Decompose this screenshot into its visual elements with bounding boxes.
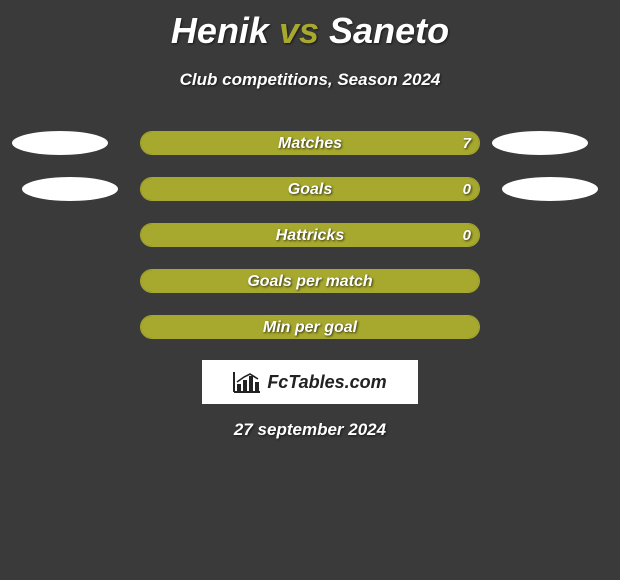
- stat-row-goals-per-match: Goals per match: [0, 268, 620, 294]
- stat-label-goals-per-match: Goals per match: [141, 270, 479, 292]
- logo-box: FcTables.com: [202, 360, 418, 404]
- ellipse-right-matches: [492, 131, 588, 155]
- player2-name: Saneto: [329, 10, 449, 51]
- subtitle: Club competitions, Season 2024: [0, 70, 620, 90]
- stat-label-hattricks: Hattricks: [141, 224, 479, 246]
- stat-value-right-matches: 7: [463, 132, 471, 154]
- stat-row-matches: Matches7: [0, 130, 620, 156]
- stat-label-matches: Matches: [141, 132, 479, 154]
- ellipse-right-goals: [502, 177, 598, 201]
- stat-value-right-hattricks: 0: [463, 224, 471, 246]
- stat-pill-min-per-goal: Min per goal: [140, 315, 480, 339]
- comparison-chart: Matches7Goals0Hattricks0Goals per matchM…: [0, 130, 620, 340]
- ellipse-left-goals: [22, 177, 118, 201]
- stat-pill-goals: Goals0: [140, 177, 480, 201]
- page-title: Henik vs Saneto: [0, 0, 620, 52]
- stat-row-goals: Goals0: [0, 176, 620, 202]
- stat-pill-goals-per-match: Goals per match: [140, 269, 480, 293]
- stat-row-hattricks: Hattricks0: [0, 222, 620, 248]
- vs-separator: vs: [279, 10, 319, 51]
- bar-chart-icon: [233, 371, 261, 393]
- player1-name: Henik: [171, 10, 269, 51]
- date-line: 27 september 2024: [0, 420, 620, 440]
- stat-row-min-per-goal: Min per goal: [0, 314, 620, 340]
- stat-label-goals: Goals: [141, 178, 479, 200]
- stat-pill-matches: Matches7: [140, 131, 480, 155]
- stat-pill-hattricks: Hattricks0: [140, 223, 480, 247]
- ellipse-left-matches: [12, 131, 108, 155]
- logo-text: FcTables.com: [267, 372, 386, 393]
- stat-value-right-goals: 0: [463, 178, 471, 200]
- stat-label-min-per-goal: Min per goal: [141, 316, 479, 338]
